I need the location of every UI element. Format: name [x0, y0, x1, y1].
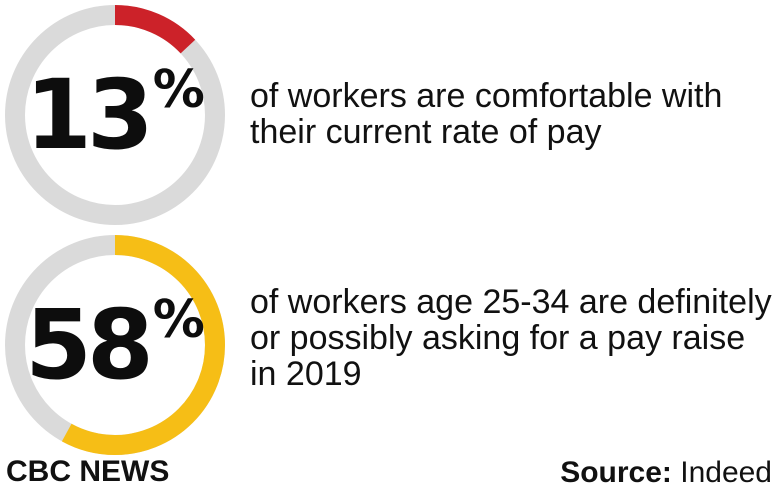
donut-1-value-arc	[5, 5, 225, 225]
donut-2-value-arc	[5, 235, 225, 455]
percent-number-2: 58	[25, 289, 154, 401]
source-label: Source:	[560, 456, 672, 489]
caption-asking-raise: of workers age 25-34 are definitely or p…	[250, 283, 772, 393]
donut-chart-1-svg	[5, 5, 225, 225]
brand-logo-text: CBC NEWS	[6, 455, 170, 488]
percent-number-1: 13	[25, 59, 154, 171]
caption-comfortable-pay: of workers are comfortable with their cu…	[250, 77, 723, 151]
donut-chart-asking-raise: 58%	[0, 230, 230, 460]
source-value: Indeed	[680, 456, 772, 489]
donut-chart-comfortable-pay: 13%	[0, 0, 230, 230]
donut-chart-2-svg	[5, 235, 225, 455]
percent-symbol-2: %	[152, 290, 205, 350]
source-credit: Source: Indeed	[560, 456, 772, 490]
percent-symbol-1: %	[152, 60, 205, 120]
percent-value-2: 58%	[0, 230, 230, 460]
percent-value-1: 13%	[0, 0, 230, 230]
